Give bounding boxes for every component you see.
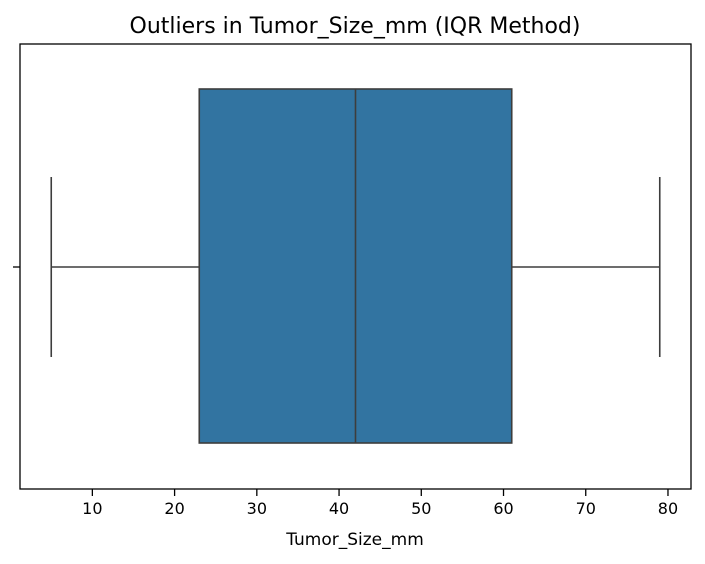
x-tick-label-50: 50	[411, 499, 431, 518]
x-tick-label-10: 10	[82, 499, 102, 518]
x-tick-label-80: 80	[658, 499, 678, 518]
x-tick-label-30: 30	[247, 499, 267, 518]
x-tick-label-70: 70	[576, 499, 596, 518]
x-tick-label-60: 60	[493, 499, 513, 518]
x-tick-label-40: 40	[329, 499, 349, 518]
chart-title: Outliers in Tumor_Size_mm (IQR Method)	[130, 14, 581, 39]
box-plot	[50, 88, 661, 444]
x-tick-label-20: 20	[164, 499, 184, 518]
x-axis-ticks: 10 20 30 40 50 60 70 80	[82, 489, 678, 518]
x-axis-label: Tumor_Size_mm	[285, 530, 424, 550]
